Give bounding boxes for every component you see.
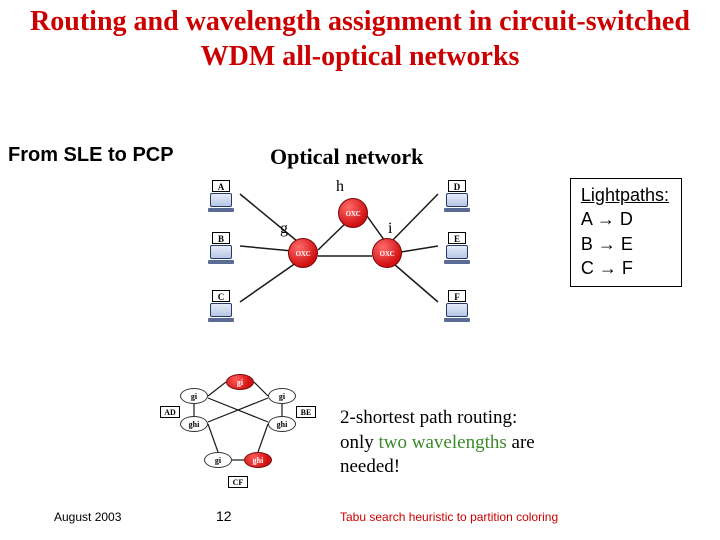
subtitle-optical-network: Optical network <box>270 144 423 170</box>
graph-node: gi <box>180 388 208 404</box>
host-c: C <box>202 290 240 322</box>
conflict-graph-diagram: ADBECFgighigigighigighi <box>164 368 314 488</box>
endpoint-label: AD <box>160 406 180 418</box>
endpoint-label: CF <box>228 476 248 488</box>
graph-node: gi <box>268 388 296 404</box>
graph-node: ghi <box>180 416 208 432</box>
graph-node: gi <box>204 452 232 468</box>
footer-page: 12 <box>216 508 232 524</box>
oxc-node-i: OXC <box>372 238 402 268</box>
host-b: B <box>202 232 240 264</box>
lightpath-row: B → E <box>581 232 669 256</box>
lightpaths-box: Lightpaths: A → D B → E C → F <box>570 178 682 287</box>
oxc-label: h <box>336 178 344 196</box>
routing-line2-plain: only <box>340 432 379 453</box>
optical-network-diagram: ABCDEF OXChOXCgOXCi <box>202 176 482 336</box>
subtitle-left: From SLE to PCP <box>8 144 174 167</box>
endpoint-label: BE <box>296 406 316 418</box>
graph-node: ghi <box>244 452 272 468</box>
oxc-node-g: OXC <box>288 238 318 268</box>
footer-date: August 2003 <box>54 510 121 524</box>
graph-node: gi <box>226 374 254 390</box>
graph-node: ghi <box>268 416 296 432</box>
oxc-label: i <box>388 220 392 238</box>
routing-highlight: two wavelengths <box>379 432 507 453</box>
lightpath-row: A → D <box>581 207 669 231</box>
host-a: A <box>202 180 240 212</box>
footer-subtitle: Tabu search heuristic to partition color… <box>340 510 558 524</box>
host-f: F <box>438 290 476 322</box>
slide-title: Routing and wavelength assignment in cir… <box>0 0 720 74</box>
lightpath-row: C → F <box>581 256 669 280</box>
routing-line2-tail: are <box>507 432 535 453</box>
routing-line1: 2-shortest path routing: <box>340 407 517 428</box>
lightpaths-title: Lightpaths: <box>581 183 669 207</box>
routing-line3: needed! <box>340 456 400 477</box>
routing-text: 2-shortest path routing: only two wavele… <box>340 406 700 480</box>
host-d: D <box>438 180 476 212</box>
oxc-label: g <box>280 220 288 238</box>
host-e: E <box>438 232 476 264</box>
oxc-node-h: OXC <box>338 198 368 228</box>
